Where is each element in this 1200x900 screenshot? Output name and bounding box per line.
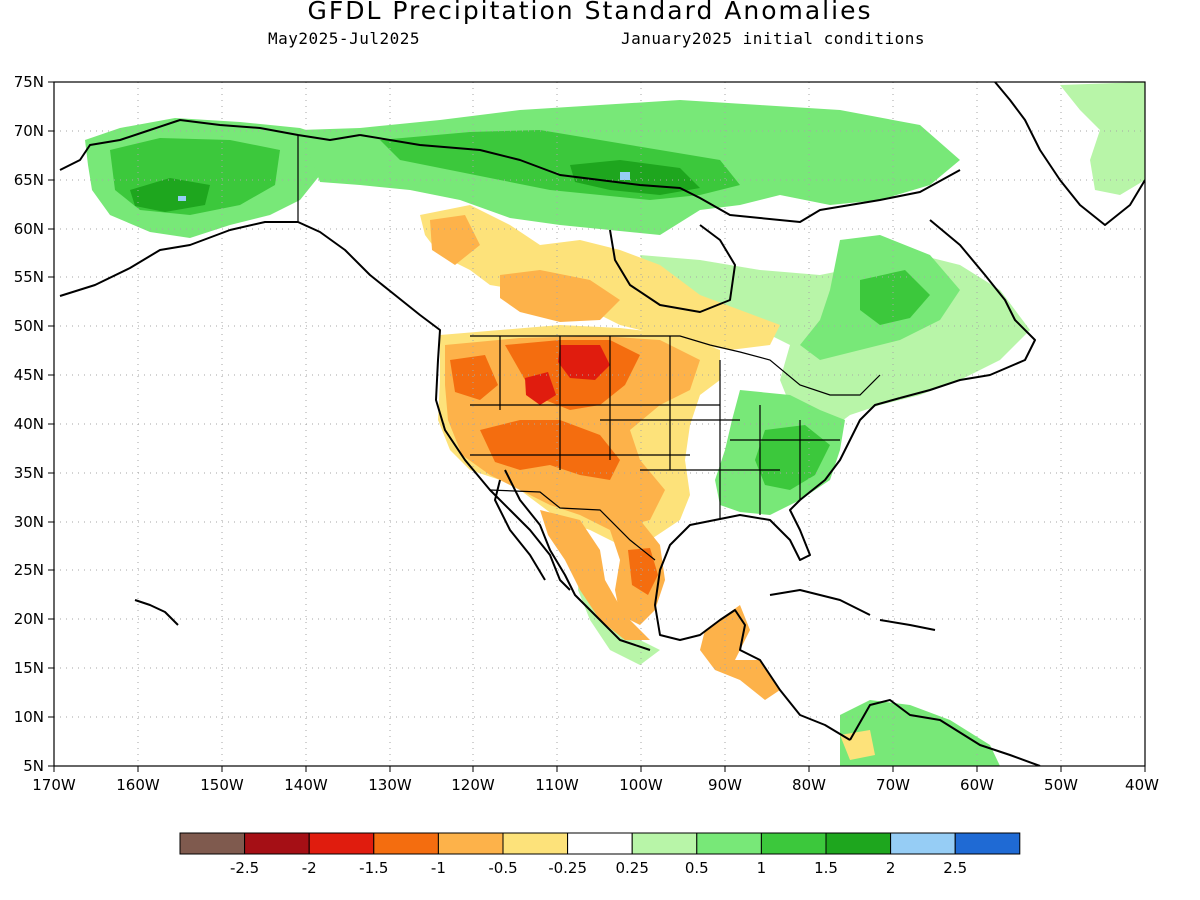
legend-label: -0.5 (488, 859, 517, 877)
legend-swatch (760, 832, 827, 855)
lon-label: 130W (368, 776, 412, 794)
coastline-alaska-north (59, 119, 361, 171)
lon-label: 60W (960, 776, 994, 794)
state-lines (470, 336, 840, 520)
legend-label: -1.5 (359, 859, 388, 877)
lat-label: 35N (14, 464, 44, 482)
anomaly-western-canada-core (430, 215, 480, 265)
lon-label: 110W (535, 776, 579, 794)
lon-label: 170W (32, 776, 76, 794)
lat-label: 15N (14, 659, 44, 677)
lon-label: 150W (200, 776, 244, 794)
lon-label: 120W (451, 776, 495, 794)
legend-label: 2 (886, 859, 896, 877)
legend-swatch (179, 832, 246, 855)
legend-swatch (244, 832, 310, 855)
lat-label: 65N (14, 171, 44, 189)
anomaly-south-america-wet (840, 700, 1000, 766)
chart-title: GFDL Precipitation Standard Anomalies (307, 0, 873, 25)
anomaly-southeast-us-core (755, 425, 830, 490)
legend-label: 2.5 (943, 859, 967, 877)
lon-label: 80W (792, 776, 826, 794)
legend-label: -2.5 (230, 859, 259, 877)
lat-label: 75N (14, 73, 44, 91)
lon-label: 140W (284, 776, 328, 794)
legend-swatch (631, 832, 698, 855)
legend-swatch (696, 832, 762, 855)
coastline-us-east (654, 397, 901, 741)
coastlines (59, 82, 1145, 766)
lat-label: 55N (14, 268, 44, 286)
anomaly-alaska-peak (130, 178, 210, 212)
lat-label: 40N (14, 415, 44, 433)
anomaly-quebec-peak (860, 270, 930, 325)
lat-label: 50N (14, 317, 44, 335)
legend-swatch (567, 832, 633, 855)
latitude-labels: 75N 70N 65N 60N 55N 50N 45N 40N 35N 30N … (14, 73, 44, 775)
lat-label: 45N (14, 366, 44, 384)
coastline-baja (494, 479, 546, 581)
lat-label: 70N (14, 122, 44, 140)
graticule (54, 82, 1145, 766)
anomaly-central-america-dry (700, 605, 780, 700)
coastline-hispaniola (879, 619, 936, 631)
border-us-canada (470, 335, 881, 396)
legend-swatch (502, 832, 569, 855)
initial-conditions: January2025 initial conditions (621, 29, 925, 48)
forecast-period: May2025-Jul2025 (268, 29, 420, 48)
border-us-mexico (489, 489, 656, 561)
lat-label: 20N (14, 610, 44, 628)
coastline-labrador (899, 219, 1036, 399)
anomaly-caribbean-dry (840, 730, 875, 760)
legend-swatch (954, 832, 1021, 855)
anomaly-prairie-dry (500, 270, 620, 322)
legend-swatch (308, 832, 375, 855)
coastline-arctic (359, 134, 961, 223)
legend-swatch (373, 832, 439, 855)
anomaly-texas-core (628, 548, 658, 595)
anomaly-oregon-core (450, 355, 498, 400)
legend-label: -1 (431, 859, 446, 877)
legend-label: -0.25 (548, 859, 587, 877)
lat-label: 5N (23, 757, 44, 775)
coastline-cuba (769, 589, 871, 616)
anomaly-small-blue-1 (620, 172, 630, 180)
anomaly-montana-peak (558, 345, 610, 380)
lat-label: 30N (14, 513, 44, 531)
lat-label: 25N (14, 561, 44, 579)
coastline-hudson-bay (609, 224, 736, 313)
anomaly-small-blue-2 (178, 196, 186, 201)
legend-label: 0.5 (685, 859, 709, 877)
coastline-south-america (849, 699, 1041, 766)
anomaly-mexico-dry (540, 510, 650, 640)
lat-label: 60N (14, 220, 44, 238)
axis-ticks (48, 81, 1146, 772)
legend-label: 1.5 (814, 859, 838, 877)
longitude-labels: 170W 160W 150W 140W 130W 120W 110W 100W … (32, 776, 1159, 794)
legend-labels: -2.5 -2 -1.5 -1 -0.5 -0.25 0.25 0.5 1 1.… (230, 859, 967, 877)
legend-label: 0.25 (615, 859, 648, 877)
lon-label: 50W (1044, 776, 1078, 794)
coastline-gulf-california (504, 469, 651, 651)
anomaly-four-corners-core (480, 420, 620, 480)
lon-label: 70W (876, 776, 910, 794)
lat-label: 10N (14, 708, 44, 726)
lon-label: 90W (708, 776, 742, 794)
coastline-hawaii (134, 599, 179, 626)
legend-swatch (437, 832, 504, 855)
anomaly-greenland-wet (1060, 82, 1145, 195)
political-boundaries (297, 135, 881, 561)
color-legend (179, 832, 1021, 855)
legend-swatch (890, 832, 956, 855)
legend-label: -2 (302, 859, 317, 877)
coastline-greenland (994, 82, 1145, 226)
coastline-alaska (59, 221, 571, 591)
legend-swatch (825, 832, 892, 855)
lon-label: 40W (1125, 776, 1159, 794)
anomaly-wyoming-peak (525, 372, 556, 405)
legend-label: 1 (757, 859, 767, 877)
lon-label: 100W (619, 776, 663, 794)
lon-label: 160W (116, 776, 160, 794)
